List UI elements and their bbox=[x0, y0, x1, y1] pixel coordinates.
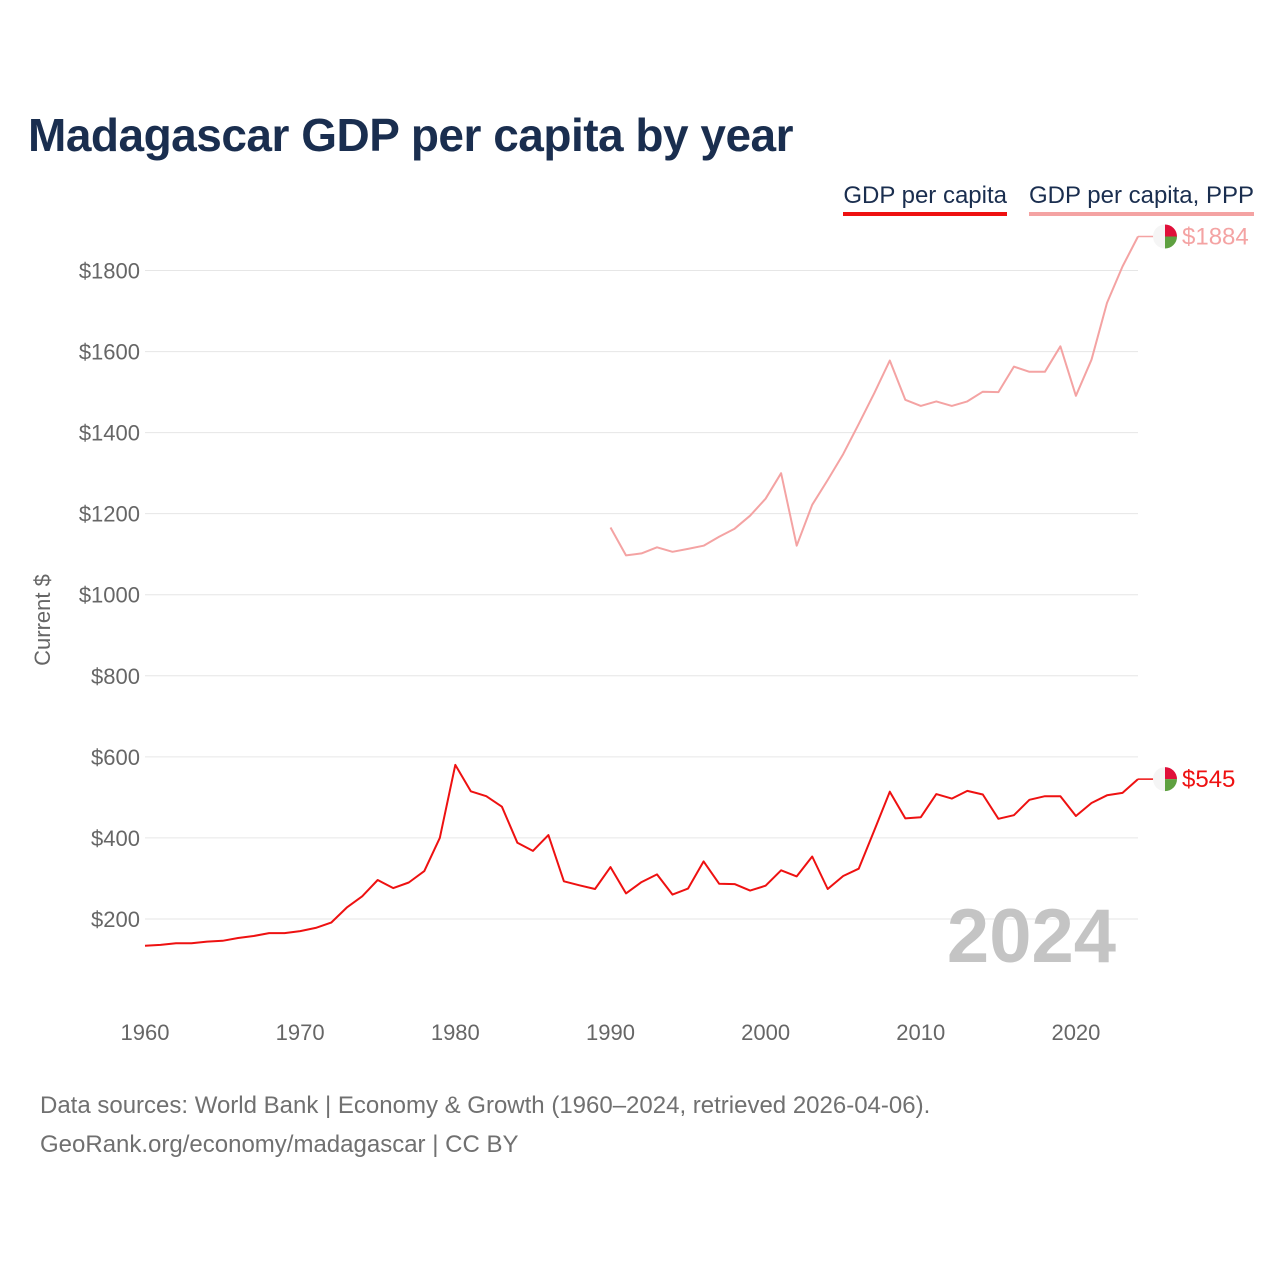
source-note: Data sources: World Bank | Economy & Gro… bbox=[40, 1092, 931, 1119]
current-year-label: 2024 bbox=[947, 894, 1116, 979]
legend-item-gdp-per-capita[interactable]: GDP per capita bbox=[843, 182, 1007, 216]
y-axis-label: Current $ bbox=[30, 574, 55, 666]
y-tick-label: $1800 bbox=[79, 259, 140, 284]
y-tick-label: $1400 bbox=[79, 421, 140, 446]
y-axis-ticks: $200 $400 $600 $800 $1000 $1200 $1400 $1600 $180… bbox=[79, 259, 140, 932]
attribution: GeoRank.org/economy/madagascar | CC BY bbox=[40, 1131, 519, 1158]
series-gdp-per-capita: $545 bbox=[144, 763, 1235, 947]
legend: GDP per capita GDP per capita, PPP bbox=[843, 182, 1254, 216]
grid-lines bbox=[145, 270, 1138, 920]
y-tick-label: $600 bbox=[91, 745, 140, 770]
y-tick-label: $1200 bbox=[79, 502, 140, 527]
legend-item-gdp-per-capita-ppp[interactable]: GDP per capita, PPP bbox=[1029, 182, 1254, 216]
y-tick-label: $400 bbox=[91, 826, 140, 851]
flag-red bbox=[1165, 767, 1177, 780]
flag-green bbox=[1165, 236, 1177, 249]
y-tick-label: $1000 bbox=[79, 583, 140, 608]
flag-icon bbox=[1153, 224, 1177, 249]
series-line bbox=[144, 763, 1139, 947]
x-tick-label: 1970 bbox=[276, 1020, 325, 1045]
end-value-label: $545 bbox=[1182, 766, 1235, 793]
x-tick-label: 1990 bbox=[586, 1020, 635, 1045]
x-tick-label: 1960 bbox=[121, 1020, 170, 1045]
end-value-label: $1884 bbox=[1182, 223, 1249, 250]
footer: Data sources: World Bank | Economy & Gro… bbox=[40, 1086, 930, 1164]
y-tick-label: $800 bbox=[91, 664, 140, 689]
flag-green bbox=[1165, 779, 1177, 792]
flag-red bbox=[1165, 224, 1177, 237]
x-tick-label: 1980 bbox=[431, 1020, 480, 1045]
chart-title: Madagascar GDP per capita by year bbox=[28, 109, 794, 161]
y-tick-label: $200 bbox=[91, 907, 140, 932]
series-layer: $545 $1884 bbox=[144, 223, 1249, 947]
flag-white bbox=[1153, 224, 1165, 249]
x-tick-label: 2000 bbox=[741, 1020, 790, 1045]
y-tick-label: $1600 bbox=[79, 340, 140, 365]
series-gdp-per-capita-ppp: $1884 bbox=[609, 223, 1249, 557]
series-line bbox=[609, 236, 1139, 557]
x-tick-label: 2020 bbox=[1051, 1020, 1100, 1045]
x-tick-label: 2010 bbox=[896, 1020, 945, 1045]
flag-icon bbox=[1153, 767, 1177, 792]
flag-white bbox=[1153, 767, 1165, 792]
x-axis-ticks: 1960 1970 1980 1990 2000 2010 2020 bbox=[121, 1020, 1101, 1045]
